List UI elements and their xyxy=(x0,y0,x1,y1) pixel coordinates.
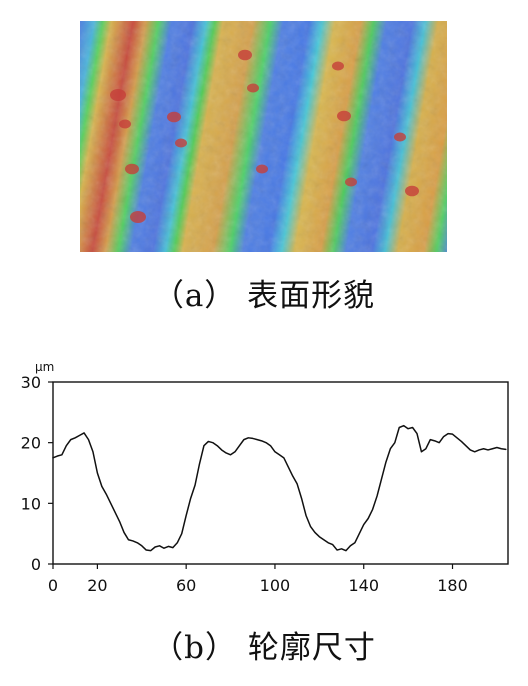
x-tick-label: 100 xyxy=(260,576,291,595)
surface-topography-graphic xyxy=(80,21,447,252)
surface-red-spot xyxy=(345,177,357,187)
surface-red-spot xyxy=(256,164,268,174)
surface-red-spot xyxy=(125,163,139,175)
x-tick-label: 20 xyxy=(87,576,107,595)
surface-red-spot xyxy=(167,111,181,123)
surface-red-spot xyxy=(337,110,351,122)
surface-red-spot xyxy=(405,185,419,197)
chart-ticks: 0 20 60 100 140 180 0 10 20 30 xyxy=(21,373,468,595)
surface-red-spot xyxy=(110,89,126,101)
y-tick-label: 0 xyxy=(31,555,41,574)
x-tick-label: 180 xyxy=(437,576,468,595)
x-tick-label: 60 xyxy=(176,576,196,595)
caption-profile-size: （b） 轮廓尺寸 xyxy=(0,622,528,667)
surface-topography-image xyxy=(80,21,447,252)
surface-red-spot xyxy=(175,138,187,148)
surface-red-spot xyxy=(332,61,344,71)
x-tick-label: 140 xyxy=(348,576,379,595)
plot-frame xyxy=(52,381,509,565)
caption-a-text: （a） 表面形貌 xyxy=(152,278,376,314)
x-tick-label: 0 xyxy=(48,576,58,595)
caption-surface-morphology: （a） 表面形貌 xyxy=(0,270,528,315)
surface-highlight-spots xyxy=(110,49,419,223)
y-tick-label: 10 xyxy=(21,494,41,513)
surface-red-spot xyxy=(130,211,146,223)
surface-red-spot xyxy=(247,83,259,93)
chart-series-group xyxy=(52,424,507,552)
chart-axes: μm xyxy=(35,360,509,565)
surface-red-spot xyxy=(238,49,252,61)
y-axis-unit-label: μm xyxy=(35,360,54,374)
y-tick-label: 20 xyxy=(21,434,41,453)
surface-red-spot xyxy=(394,132,406,142)
caption-b-text: （b） 轮廓尺寸 xyxy=(152,630,376,666)
profile-series-line xyxy=(52,424,507,552)
y-tick-label: 30 xyxy=(21,373,41,392)
profile-line-chart: μm 0 20 60 100 140 180 0 10 20 30 xyxy=(21,360,509,595)
surface-red-spot xyxy=(119,119,131,129)
profile-chart: μm 0 20 60 100 140 180 0 10 20 30 xyxy=(0,355,528,615)
